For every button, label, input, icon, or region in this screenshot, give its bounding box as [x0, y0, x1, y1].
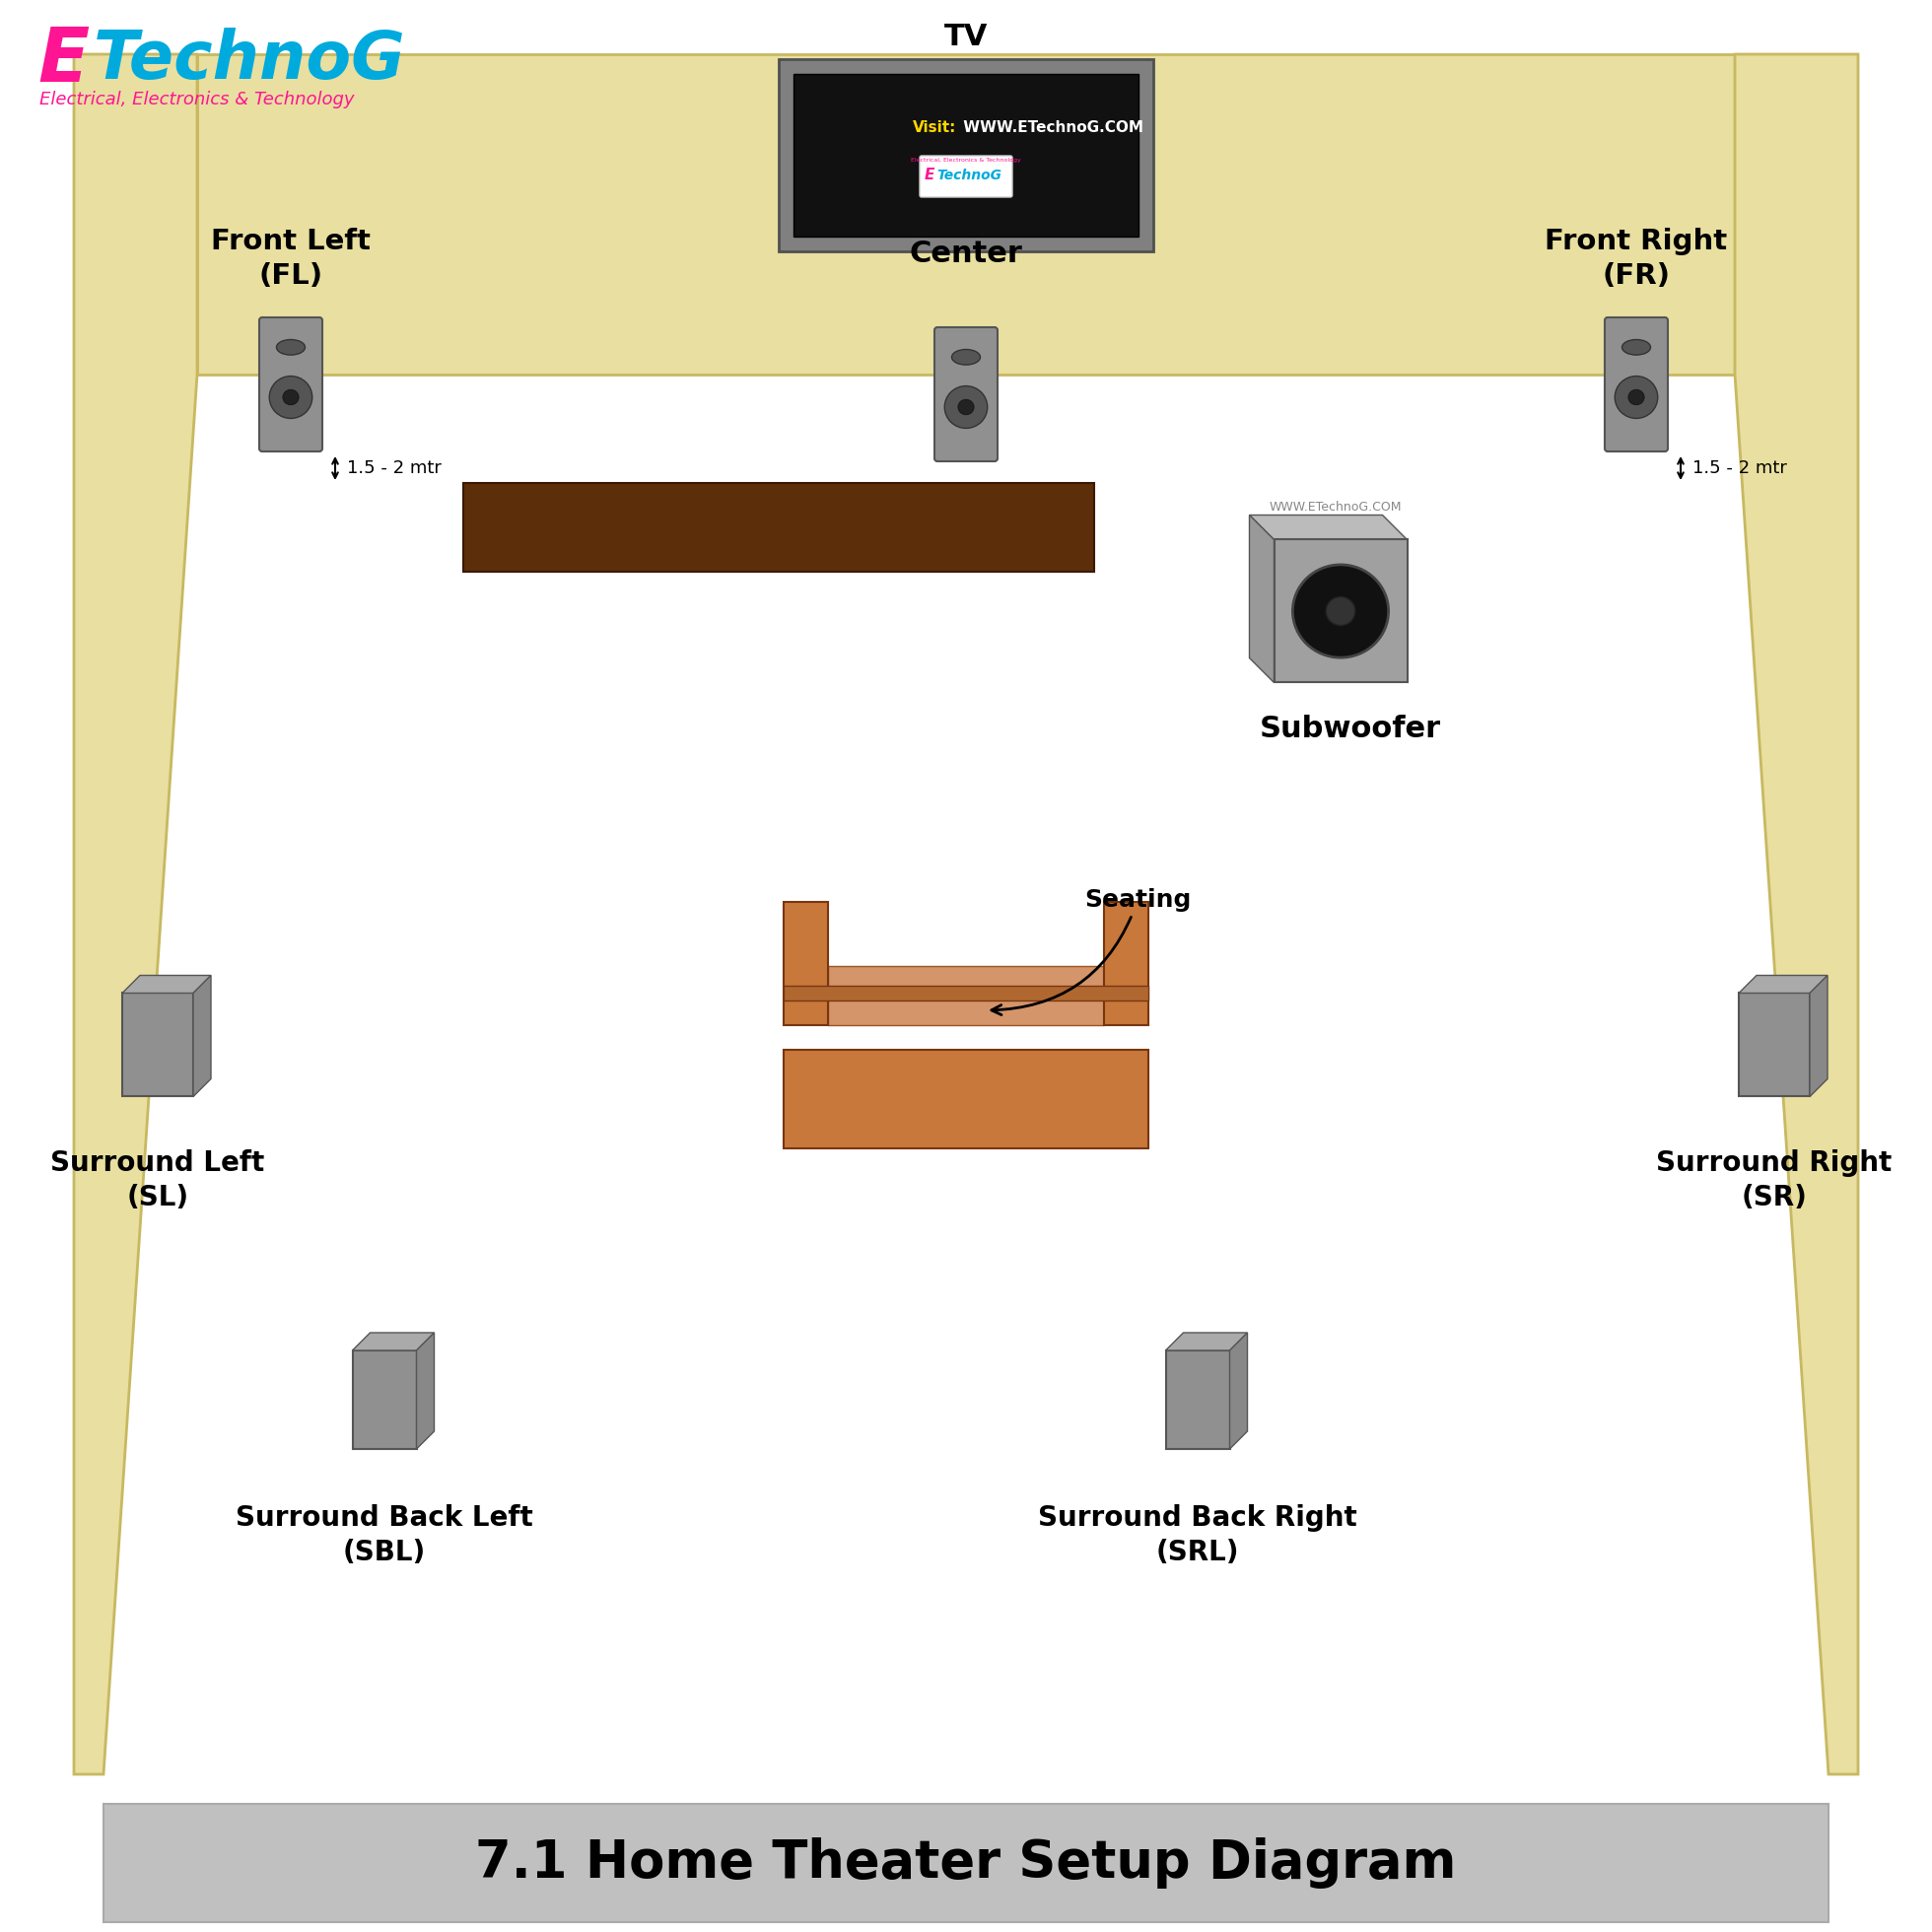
Text: Visit:: Visit: — [912, 120, 956, 135]
Bar — [794, 73, 1138, 236]
FancyBboxPatch shape — [259, 317, 323, 452]
Ellipse shape — [1623, 340, 1650, 355]
Text: Electrical, Electronics & Technology: Electrical, Electronics & Technology — [39, 91, 354, 108]
Ellipse shape — [945, 386, 987, 429]
Ellipse shape — [1615, 377, 1658, 419]
FancyBboxPatch shape — [935, 327, 997, 462]
Ellipse shape — [1629, 390, 1644, 406]
Text: Surround Back Left: Surround Back Left — [236, 1505, 533, 1532]
Text: Front Left: Front Left — [211, 228, 371, 255]
Text: (SR): (SR) — [1741, 1184, 1806, 1211]
Bar — [1739, 993, 1810, 1097]
Bar — [1273, 539, 1406, 682]
Text: 1.5 - 2 mtr: 1.5 - 2 mtr — [348, 460, 442, 477]
Text: Center: Center — [910, 240, 1022, 269]
Bar — [352, 1350, 417, 1449]
FancyBboxPatch shape — [1605, 317, 1667, 452]
Polygon shape — [1739, 976, 1828, 993]
Bar — [104, 1804, 1828, 1922]
FancyBboxPatch shape — [920, 156, 1012, 197]
Text: Surround Right: Surround Right — [1656, 1150, 1891, 1177]
Text: Electrical, Electronics & Technology: Electrical, Electronics & Technology — [910, 158, 1022, 162]
Text: (SBL): (SBL) — [342, 1538, 425, 1567]
Ellipse shape — [958, 400, 974, 415]
Polygon shape — [193, 976, 211, 1097]
Polygon shape — [417, 1333, 435, 1449]
Text: E: E — [37, 25, 89, 99]
Bar — [784, 902, 829, 1026]
Polygon shape — [1810, 976, 1828, 1097]
Bar — [122, 993, 193, 1097]
Text: Front Right: Front Right — [1546, 228, 1727, 255]
Bar — [1103, 902, 1148, 1026]
Polygon shape — [352, 1333, 435, 1350]
Text: 7.1 Home Theater Setup Diagram: 7.1 Home Theater Setup Diagram — [475, 1837, 1457, 1889]
Text: TV: TV — [945, 23, 987, 52]
Ellipse shape — [282, 390, 299, 406]
Polygon shape — [122, 976, 211, 993]
Ellipse shape — [276, 340, 305, 355]
Bar — [784, 985, 1148, 1001]
Text: Surround Left: Surround Left — [50, 1150, 265, 1177]
Bar — [1165, 1350, 1229, 1449]
Text: E: E — [923, 168, 935, 184]
Polygon shape — [73, 54, 197, 1774]
Text: Surround Back Right: Surround Back Right — [1037, 1505, 1356, 1532]
Text: TechnoG: TechnoG — [937, 168, 1001, 182]
Text: (SL): (SL) — [128, 1184, 189, 1211]
Bar — [464, 483, 1094, 572]
Text: Seating: Seating — [991, 889, 1192, 1014]
Text: WWW.ETechnoG.COM: WWW.ETechnoG.COM — [1269, 500, 1403, 514]
Text: (FL): (FL) — [259, 263, 323, 290]
Bar — [784, 1049, 1148, 1148]
Text: 1.5 - 2 mtr: 1.5 - 2 mtr — [1692, 460, 1787, 477]
Text: Subwoofer: Subwoofer — [1260, 715, 1441, 744]
Bar — [829, 966, 1103, 1026]
Polygon shape — [1229, 1333, 1248, 1449]
Ellipse shape — [952, 350, 980, 365]
Ellipse shape — [1325, 597, 1354, 626]
Text: WWW.ETechnoG.COM: WWW.ETechnoG.COM — [958, 120, 1144, 135]
Polygon shape — [1735, 54, 1859, 1774]
Text: (SRL): (SRL) — [1155, 1538, 1238, 1567]
Ellipse shape — [269, 377, 313, 419]
Text: (FR): (FR) — [1602, 263, 1671, 290]
Polygon shape — [1250, 516, 1406, 539]
Polygon shape — [1250, 516, 1273, 682]
Ellipse shape — [1293, 564, 1389, 657]
Bar — [779, 60, 1153, 251]
Polygon shape — [197, 54, 1735, 375]
Text: TechnoG: TechnoG — [93, 27, 406, 93]
Polygon shape — [1165, 1333, 1248, 1350]
